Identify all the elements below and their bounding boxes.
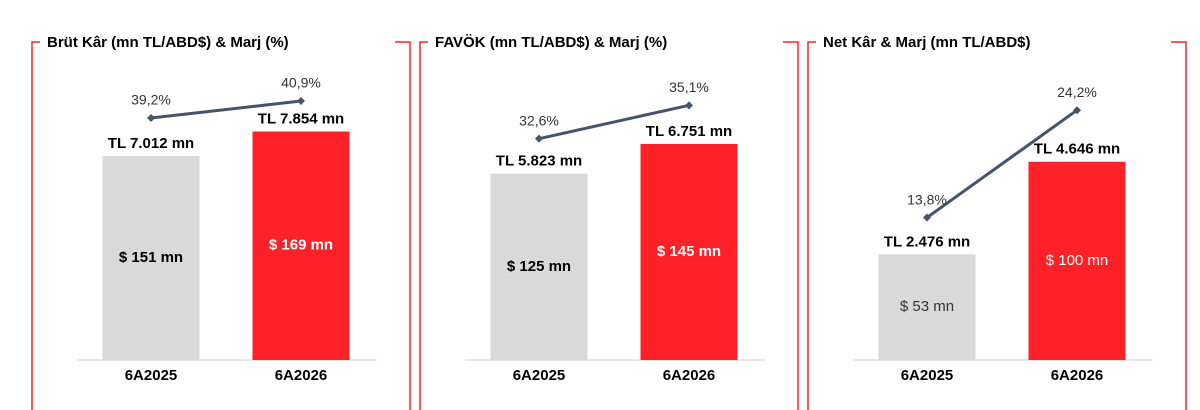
chart-title: Net Kâr & Marj (mn TL/ABD$) <box>823 34 1031 51</box>
bar-value-label: TL 2.476 mn <box>884 233 970 250</box>
usd-label: $ 151 mn <box>119 249 183 266</box>
bar-value-label: TL 7.854 mn <box>258 110 344 127</box>
x-tick-label: 6A2026 <box>1051 367 1104 384</box>
margin-line <box>150 99 302 120</box>
margin-label: 24,2% <box>1057 84 1097 100</box>
panel-frames <box>31 41 1187 410</box>
x-tick-label: 6A2025 <box>513 367 566 384</box>
bar-value-label: TL 6.751 mn <box>646 123 732 140</box>
margin-label: 35,1% <box>669 79 709 95</box>
margin-marker <box>535 134 543 143</box>
bar <box>878 254 976 360</box>
chart-title: FAVÖK (mn TL/ABD$) & Marj (%) <box>435 34 667 51</box>
margin-marker <box>923 213 931 222</box>
x-tick-label: 6A2026 <box>663 367 716 384</box>
margin-marker <box>147 114 155 122</box>
usd-label: $ 100 mn <box>1046 252 1109 269</box>
usd-label: $ 125 mn <box>507 258 571 275</box>
margin-marker <box>685 101 693 110</box>
usd-label: $ 53 mn <box>900 298 954 315</box>
x-tick-label: 6A2025 <box>125 367 178 384</box>
x-tick-label: 6A2026 <box>275 367 328 384</box>
margin-line <box>926 108 1078 219</box>
margin-marker <box>1073 106 1081 115</box>
chart-title: Brüt Kâr (mn TL/ABD$) & Marj (%) <box>47 34 289 51</box>
margin-label: 32,6% <box>519 112 559 128</box>
bar <box>490 173 588 360</box>
margin-label: 39,2% <box>131 92 171 108</box>
bar-value-label: TL 5.823 mn <box>496 153 582 170</box>
frame <box>807 41 1187 410</box>
x-tick-label: 6A2025 <box>901 367 954 384</box>
bar <box>102 156 200 360</box>
usd-label: $ 145 mn <box>657 243 721 260</box>
margin-label: 40,9% <box>281 75 321 91</box>
frame <box>31 41 411 410</box>
bar-value-label: TL 4.646 mn <box>1034 141 1120 158</box>
bar <box>640 143 738 360</box>
bar-value-label: TL 7.012 mn <box>108 135 194 152</box>
margin-label: 13,8% <box>907 191 947 207</box>
bar <box>1028 161 1126 360</box>
bar <box>252 131 350 360</box>
frame <box>419 41 799 410</box>
margin-marker <box>297 97 305 105</box>
usd-label: $ 169 mn <box>269 237 333 254</box>
margin-line <box>538 103 690 141</box>
